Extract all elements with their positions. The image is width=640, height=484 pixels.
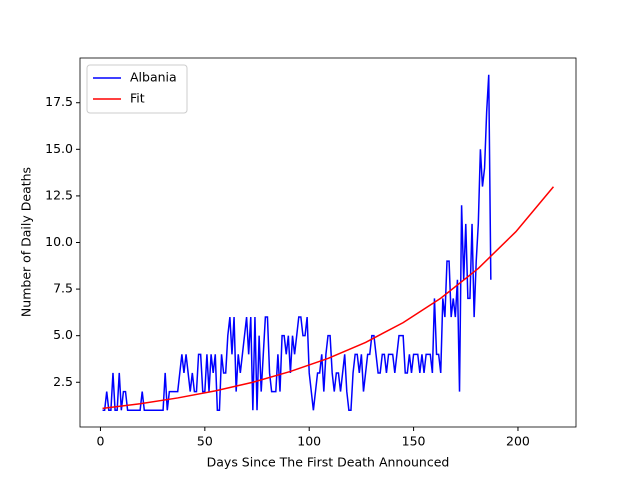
y-axis-label: Number of Daily Deaths	[19, 167, 34, 317]
x-tick-label: 50	[197, 434, 213, 449]
x-tick-label: 150	[402, 434, 426, 449]
y-tick-label: 5.0	[53, 327, 73, 342]
x-tick-label: 0	[96, 434, 104, 449]
y-tick-label: 15.0	[45, 141, 73, 156]
data-line	[102, 74, 492, 411]
plot-frame	[79, 57, 577, 428]
x-axis-label: Days Since The First Death Announced	[207, 455, 450, 470]
legend-label: Fit	[130, 91, 145, 106]
y-tick-label: 17.5	[45, 94, 73, 109]
legend-box	[86, 64, 188, 114]
x-tick-label: 200	[506, 434, 530, 449]
legend-label: Albania	[130, 70, 177, 85]
y-tick-label: 7.5	[53, 281, 73, 296]
x-tick-label: 100	[297, 434, 321, 449]
y-tick-label: 2.5	[53, 374, 73, 389]
data-line	[102, 186, 555, 410]
y-tick-label: 10.0	[45, 234, 73, 249]
y-tick-label: 12.5	[45, 187, 73, 202]
